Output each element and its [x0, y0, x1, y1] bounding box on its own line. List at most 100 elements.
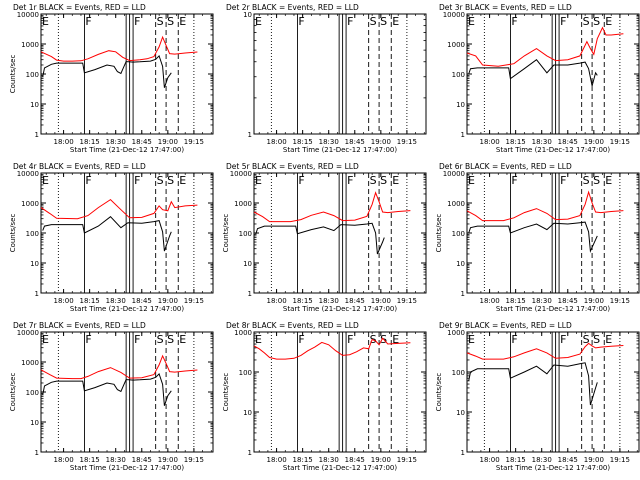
y-tick-label: 10 [30, 419, 39, 427]
y-tick-label: 1 [461, 449, 465, 457]
plot-frame [253, 13, 427, 135]
y-tick-label: 10000 [230, 170, 252, 178]
x-tick-label: 18:30 [532, 456, 552, 464]
x-tick-label: 19:15 [610, 297, 630, 305]
x-axis-label: Start Time (21-Dec-12 17:47:00) [283, 305, 397, 313]
panel-title: Det 5r BLACK = Events, RED = LLD [226, 162, 359, 171]
event-marker-label: S [583, 15, 590, 28]
lld-series-line [40, 354, 198, 380]
y-tick-label: 1000 [21, 359, 39, 367]
event-marker-label: E [255, 174, 262, 187]
y-tick-label: 10 [456, 260, 465, 268]
event-marker-label: F [85, 333, 91, 346]
event-marker-label: E [179, 15, 186, 28]
event-marker-label: F [134, 15, 140, 28]
plot-frame [40, 13, 214, 135]
event-marker-label: S [593, 174, 600, 187]
panel-title: Det 8r BLACK = Events, RED = LLD [226, 321, 359, 330]
event-marker-label: E [605, 333, 612, 346]
event-marker-label: E [255, 15, 262, 28]
y-tick-label: 10 [243, 409, 252, 417]
y-tick-label: 10 [30, 101, 39, 109]
y-tick-label: 1 [35, 449, 39, 457]
x-tick-label: 18:30 [319, 297, 339, 305]
x-tick-label: 19:00 [158, 297, 178, 305]
events-series-line [468, 59, 598, 87]
y-tick-label: 1 [461, 131, 465, 139]
event-marker-label: F [347, 174, 353, 187]
event-marker-label: E [468, 174, 475, 187]
y-axis-label: Counts/sec [222, 214, 230, 253]
event-marker-label: S [370, 15, 377, 28]
x-tick-label: 19:00 [371, 297, 391, 305]
event-marker-label: F [560, 333, 566, 346]
y-axis-label: Counts/sec [9, 55, 17, 94]
event-marker-label: F [85, 174, 91, 187]
y-tick-label: 1000 [21, 200, 39, 208]
event-marker-label: F [298, 333, 304, 346]
x-tick-label: 18:45 [132, 297, 152, 305]
event-marker-label: E [42, 15, 49, 28]
panel-det-4r: Det 4r BLACK = Events, RED = LLD 1 10 100 10… [9, 162, 214, 313]
event-marker-label: S [157, 333, 164, 346]
event-marker-label: F [511, 333, 517, 346]
x-tick-label: 18:45 [558, 138, 578, 146]
y-axis-label: Counts/sec [9, 214, 17, 253]
y-tick-label: 1 [248, 449, 252, 457]
x-tick-label: 19:00 [584, 138, 604, 146]
event-marker-label: S [583, 174, 590, 187]
y-tick-label: 1000 [234, 200, 252, 208]
plot-frame [466, 172, 640, 294]
x-axis-label: Start Time (21-Dec-12 17:47:00) [70, 305, 184, 313]
event-marker-label: S [370, 174, 377, 187]
x-tick-label: 18:30 [319, 138, 339, 146]
plot-frame [40, 172, 214, 294]
y-tick-label: 10000 [17, 11, 39, 19]
x-tick-label: 18:00 [479, 456, 499, 464]
x-tick-label: 18:45 [345, 138, 365, 146]
lld-series-line [466, 26, 624, 67]
panel-title: Det 3r BLACK = Events, RED = LLD [439, 3, 572, 12]
event-marker-label: F [560, 15, 566, 28]
y-axis-label: Counts/sec [435, 214, 443, 253]
y-tick-label: 100 [452, 230, 465, 238]
x-axis-label: Start Time (21-Dec-12 17:47:00) [70, 146, 184, 154]
plot-frame [466, 331, 640, 453]
y-tick-label: 10 [456, 101, 465, 109]
event-marker-label: E [392, 15, 399, 28]
panel-title: Det 4r BLACK = Events, RED = LLD [13, 162, 146, 171]
x-tick-label: 18:15 [506, 297, 526, 305]
x-tick-label: 18:45 [132, 138, 152, 146]
y-tick-label: 1 [248, 290, 252, 298]
x-tick-label: 19:15 [610, 138, 630, 146]
event-marker-label: F [298, 15, 304, 28]
x-axis-label: Start Time (21-Dec-12 17:47:00) [496, 146, 610, 154]
y-tick-label: 100 [239, 230, 252, 238]
y-tick-label: 100 [239, 369, 252, 377]
panel-det-5r: Det 5r BLACK = Events, RED = LLD 1 10 100 10… [222, 162, 427, 313]
event-marker-label: F [511, 15, 517, 28]
x-axis-label: Start Time (21-Dec-12 17:47:00) [283, 146, 397, 154]
event-marker-label: F [85, 15, 91, 28]
event-marker-label: F [347, 15, 353, 28]
y-tick-label: 100 [452, 71, 465, 79]
y-tick-label: 1000 [21, 41, 39, 49]
x-tick-label: 18:15 [293, 456, 313, 464]
x-tick-label: 18:30 [532, 138, 552, 146]
x-axis-label: Start Time (21-Dec-12 17:47:00) [70, 464, 184, 472]
panel-det-8r: Det 8r BLACK = Events, RED = LLD 1 10 100 10… [222, 321, 427, 472]
event-marker-label: S [167, 174, 174, 187]
plot-frame [253, 331, 427, 453]
event-marker-label: E [468, 15, 475, 28]
lld-series-line [466, 190, 624, 222]
y-tick-label: 10 [456, 409, 465, 417]
events-series-line [42, 54, 172, 88]
x-tick-label: 19:00 [371, 138, 391, 146]
x-tick-label: 19:00 [584, 456, 604, 464]
y-axis-label: Counts/sec [9, 373, 17, 412]
event-marker-label: F [560, 174, 566, 187]
y-tick-label: 1000 [447, 41, 465, 49]
event-marker-label: E [42, 174, 49, 187]
x-tick-label: 19:15 [397, 138, 417, 146]
y-tick-label: 10 [243, 11, 252, 19]
